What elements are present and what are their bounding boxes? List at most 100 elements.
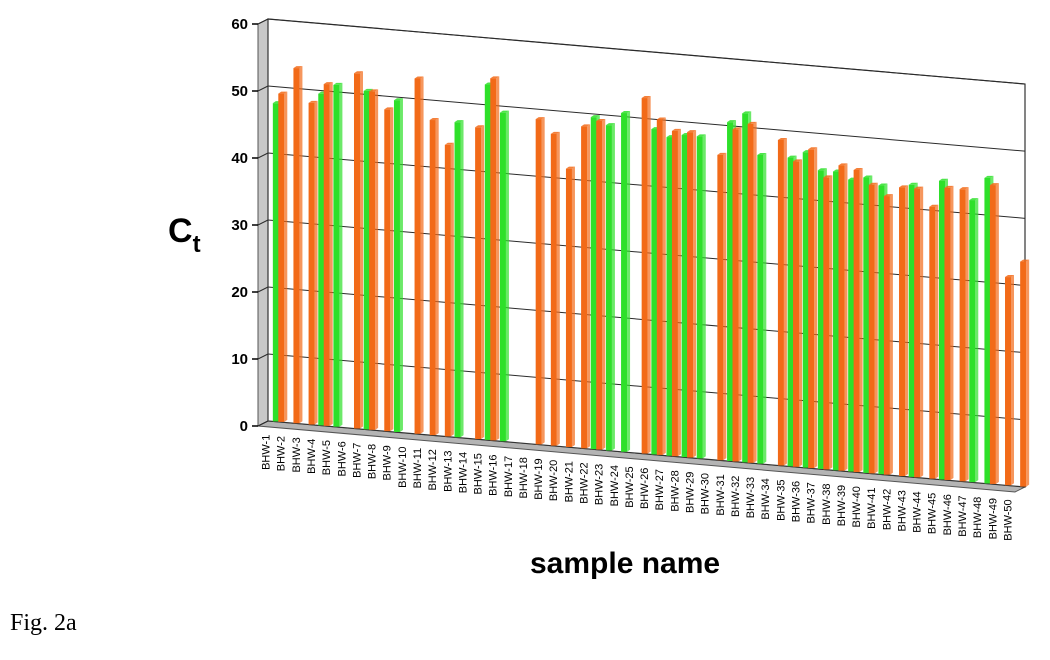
bar-top [278,91,288,94]
bar [1020,259,1030,487]
bar-front [369,91,376,430]
bar-top [414,76,424,79]
bar [959,187,969,482]
x-tick-label: BHW-30 [700,473,712,514]
bar-front [681,135,688,458]
bar-side [602,118,606,450]
bar-side [859,167,863,473]
gridline-depth [257,286,269,293]
bar-top [727,120,737,123]
bar [868,182,878,474]
bar-side [702,134,706,459]
y-tick-label: 10 [231,351,248,368]
bar [353,71,363,429]
bar-side [420,76,424,434]
bar [384,107,394,432]
gridline-depth [257,219,269,226]
bar-front [853,169,860,473]
bar-front [363,90,370,430]
bar [883,194,893,475]
bar [454,120,464,438]
y-tick-label: 30 [231,217,248,234]
bar [308,100,318,425]
bar-top [384,107,394,110]
bar-top [671,128,681,131]
x-tick-label: BHW-16 [488,454,500,495]
bar-side [627,111,631,452]
bar-top [878,183,888,186]
x-tick-label: BHW-45 [927,493,939,534]
bar-front [817,170,824,469]
bar-front [535,119,542,445]
bar-side [375,89,379,430]
bar-top [793,159,803,162]
x-tick-label: BHW-41 [866,487,878,528]
bar-front [565,168,572,447]
bar-top [323,82,333,85]
bar-top [787,155,797,158]
bar-front [883,196,890,475]
bar [929,204,939,479]
bar-front [939,180,946,480]
bar-front [308,102,315,425]
x-tick-label: BHW-29 [684,472,696,513]
gridline-depth [257,353,269,360]
x-tick-label: BHW-50 [1002,499,1014,540]
bar-top [590,115,600,118]
bar-front [475,127,482,440]
bar-top [581,124,591,127]
bar [777,137,787,466]
bar-front [1020,261,1027,487]
x-tick-label: BHW-32 [730,476,742,517]
bar-front [384,109,391,432]
bar-front [969,200,976,483]
bar [323,82,333,426]
bar-front [651,129,658,455]
bar-top [757,152,767,155]
bar-top [863,175,873,178]
bar-front [318,93,325,426]
bar-side [571,166,575,447]
bar-front [868,184,875,474]
bar-side [299,66,303,424]
x-tick-label: BHW-9 [382,445,394,480]
x-tick-label: BHW-40 [851,486,863,527]
x-tick-label: BHW-35 [775,480,787,521]
bar [393,98,403,432]
bar [656,117,666,455]
x-tick-label: BHW-11 [412,448,424,489]
bar-front [278,93,285,422]
bar-top [899,185,909,188]
bar-side [783,137,787,466]
x-tick-label: BHW-43 [896,490,908,531]
bar-side [995,183,999,484]
bar-top [868,182,878,185]
bar [969,198,979,483]
x-tick-label: BHW-39 [836,485,848,526]
bar-side [505,110,509,442]
bar-side [965,187,969,482]
x-tick-label: BHW-34 [760,478,772,519]
x-tick-label: BHW-13 [442,451,454,492]
bar-side [359,71,363,429]
bar-top [353,71,363,74]
bar-top [883,194,893,197]
bar-front [499,112,506,442]
bar-side [889,194,893,475]
bar-front [393,100,400,432]
bar-top [363,88,373,91]
x-tick-label: BHW-18 [518,457,530,498]
bar [641,96,651,454]
bar-side [496,76,500,441]
bar-side [460,120,464,438]
bar-side [829,175,833,470]
bar-side [1026,259,1030,487]
bar-front [802,152,809,468]
bar-front [353,73,360,429]
bar [687,130,697,458]
bar-front [732,129,739,462]
bar-top [742,111,752,114]
bar-side [799,159,803,467]
bar-front [747,123,754,463]
bar-side [481,125,485,440]
